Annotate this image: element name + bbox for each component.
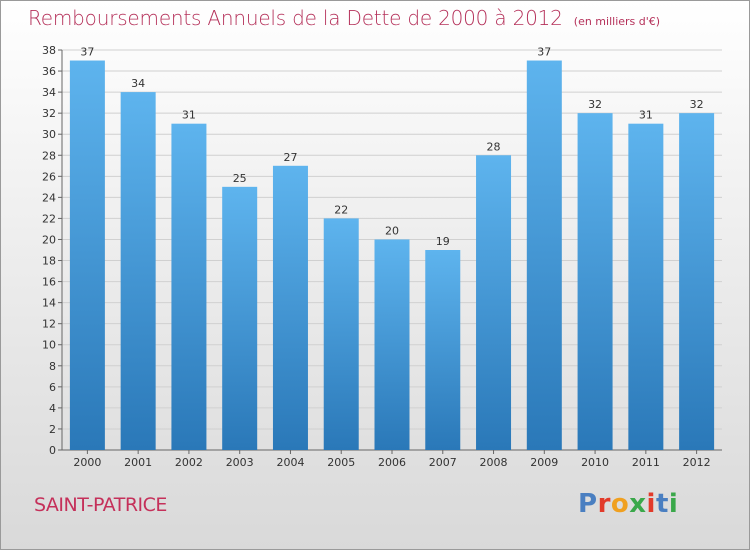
bar-2009 <box>526 60 562 451</box>
x-tick-label: 2004 <box>276 456 304 469</box>
x-tick-label: 2002 <box>175 456 203 469</box>
y-tick-label: 2 <box>49 423 56 436</box>
value-label: 31 <box>182 109 196 122</box>
y-tick-label: 36 <box>42 65 56 78</box>
y-tick-label: 16 <box>42 276 56 289</box>
logo-letter: o <box>610 489 630 519</box>
bar-2001 <box>120 92 156 451</box>
logo-letter: i <box>646 489 656 519</box>
y-tick-label: 20 <box>42 233 56 246</box>
bar-2011 <box>628 123 664 451</box>
y-tick-label: 34 <box>42 86 56 99</box>
y-tick-label: 18 <box>42 255 56 268</box>
value-label: 25 <box>233 172 247 185</box>
y-tick-label: 28 <box>42 149 56 162</box>
place-name: SAINT-PATRICE <box>34 494 167 516</box>
bar-2012 <box>679 113 715 450</box>
x-tick-label: 2001 <box>124 456 152 469</box>
value-label: 32 <box>588 98 602 111</box>
proxiti-logo[interactable]: Proxiti <box>578 489 678 519</box>
bar-2006 <box>374 239 410 450</box>
x-tick-label: 2010 <box>581 456 609 469</box>
x-tick-label: 2011 <box>632 456 660 469</box>
y-tick-label: 12 <box>42 318 56 331</box>
value-label: 37 <box>80 46 94 59</box>
y-tick-label: 0 <box>49 444 56 457</box>
y-tick-label: 24 <box>42 191 56 204</box>
y-tick-label: 4 <box>49 402 56 415</box>
chart-title: Remboursements Annuels de la Dette de 20… <box>28 6 563 30</box>
value-label: 34 <box>131 77 145 90</box>
y-tick-label: 26 <box>42 170 56 183</box>
y-tick-label: 32 <box>42 107 56 120</box>
y-tick-label: 6 <box>49 381 56 394</box>
value-label: 28 <box>487 140 501 153</box>
value-label: 37 <box>537 46 551 59</box>
bar-2002 <box>171 123 207 451</box>
logo-letter: x <box>629 489 647 519</box>
logo-letter: i <box>668 489 679 519</box>
value-label: 27 <box>283 151 297 164</box>
bar-2005 <box>323 218 359 450</box>
x-tick-label: 2007 <box>429 456 457 469</box>
value-label: 20 <box>385 224 399 237</box>
value-label: 32 <box>690 98 704 111</box>
bar-2000 <box>69 60 105 451</box>
value-label: 22 <box>334 203 348 216</box>
logo-letter: t <box>655 489 669 519</box>
bar-2007 <box>425 250 461 450</box>
value-label: 19 <box>436 235 450 248</box>
bars <box>69 60 715 451</box>
bar-2008 <box>476 155 512 450</box>
y-tick-label: 38 <box>42 44 56 57</box>
x-tick-label: 2005 <box>327 456 355 469</box>
y-tick-label: 30 <box>42 128 56 141</box>
x-tick-label: 2009 <box>530 456 558 469</box>
y-tick-label: 22 <box>42 212 56 225</box>
x-tick-label: 2003 <box>226 456 254 469</box>
bar-2003 <box>222 186 258 450</box>
y-tick-label: 10 <box>42 339 56 352</box>
x-tick-label: 2008 <box>480 456 508 469</box>
x-tick-label: 2000 <box>73 456 101 469</box>
bar-2004 <box>272 165 308 450</box>
y-tick-label: 8 <box>49 360 56 373</box>
bar-2010 <box>577 113 613 450</box>
chart-title-block: Remboursements Annuels de la Dette de 20… <box>28 6 660 30</box>
value-label: 31 <box>639 109 653 122</box>
x-tick-label: 2006 <box>378 456 406 469</box>
logo-letter: P <box>578 489 598 519</box>
y-tick-label: 14 <box>42 297 56 310</box>
unit-note: (en milliers d'€) <box>573 15 661 28</box>
logo-letter: r <box>597 489 611 519</box>
x-tick-label: 2012 <box>683 456 711 469</box>
